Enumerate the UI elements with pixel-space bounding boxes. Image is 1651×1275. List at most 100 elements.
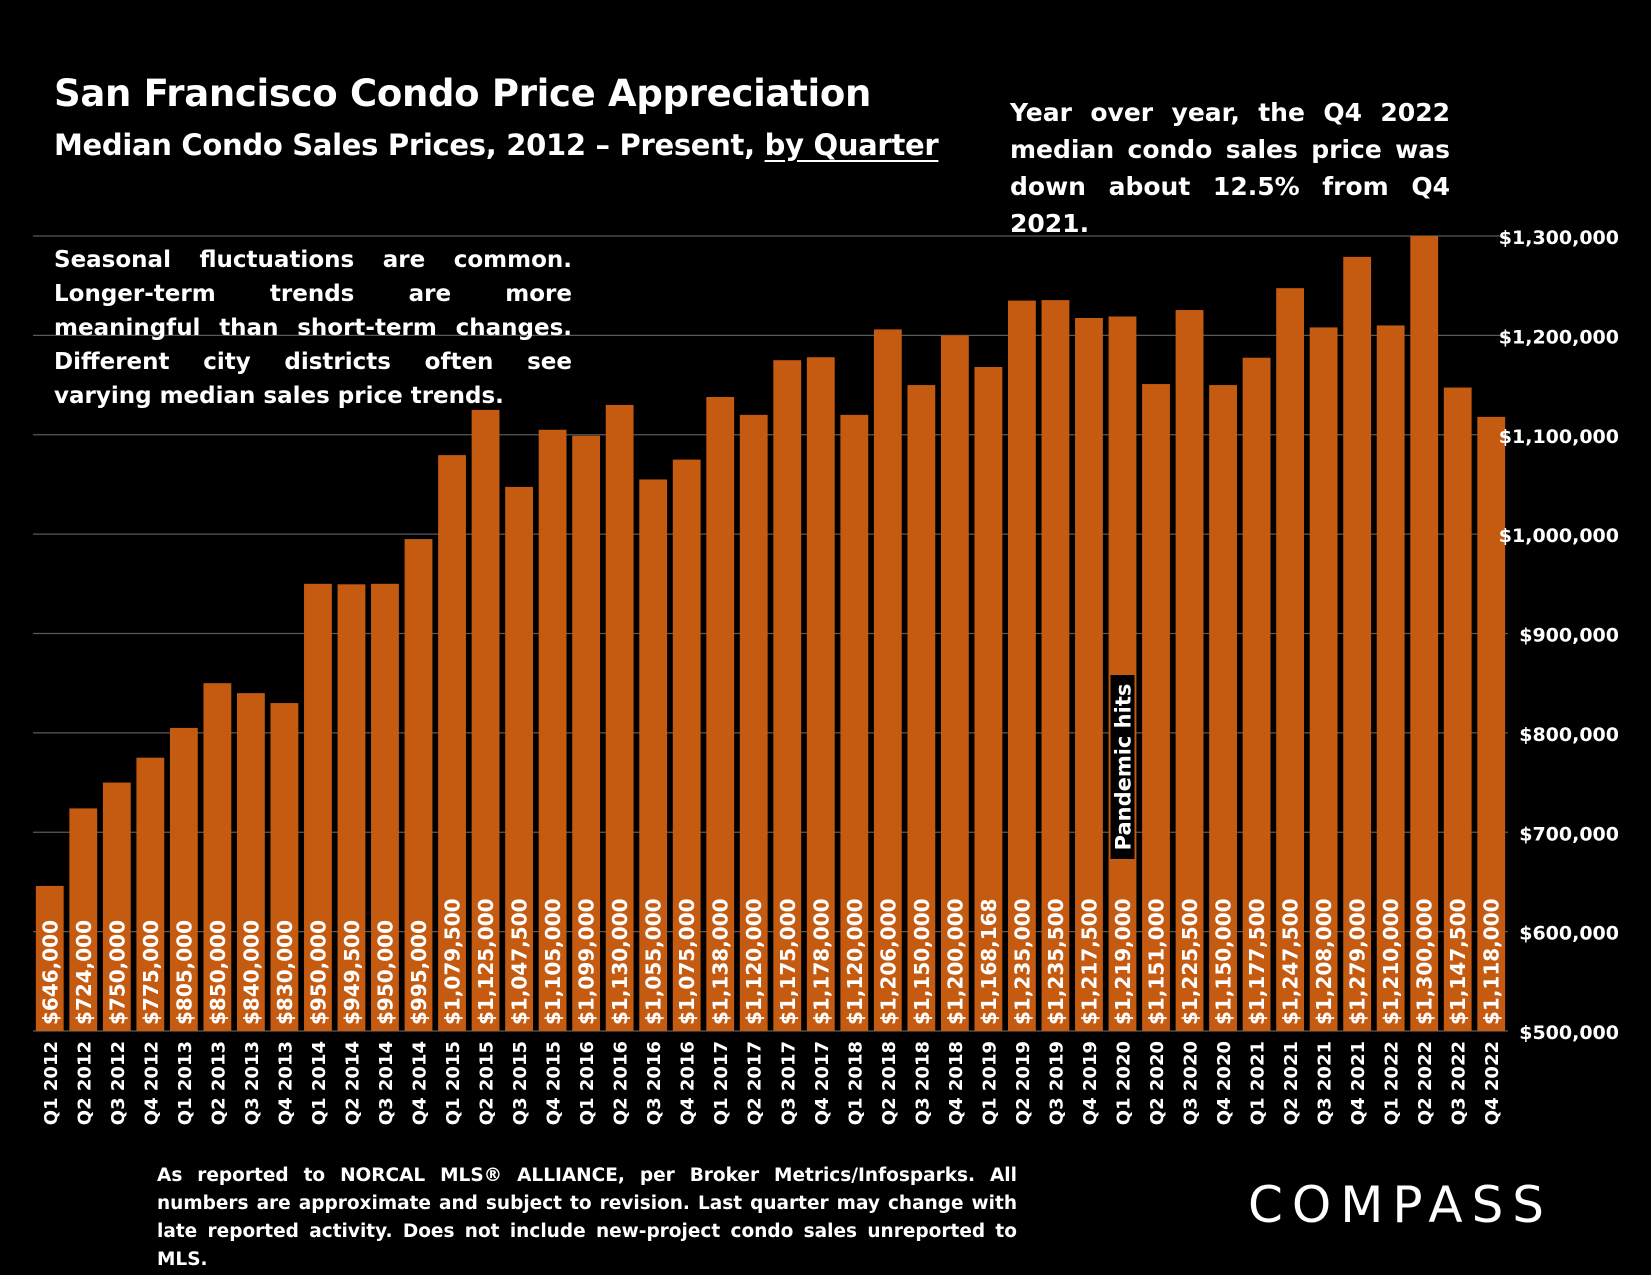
bar-value-label: $850,000 [206, 920, 230, 1025]
annotations: Pandemic hits [1110, 675, 1135, 859]
x-tick-label: Q3 2012 [108, 1041, 129, 1125]
bar [706, 396, 735, 1031]
bar [471, 409, 500, 1031]
bar [639, 479, 668, 1031]
y-tick-label: $1,200,000 [1499, 326, 1619, 348]
bar [1075, 317, 1103, 1031]
y-tick-label: $900,000 [1519, 625, 1619, 647]
x-tick-label: Q1 2014 [309, 1041, 330, 1125]
bar [337, 584, 366, 1031]
x-tick-label: Q4 2015 [544, 1041, 565, 1125]
bar-value-label: $1,147,500 [1446, 898, 1470, 1025]
y-tick-label: $1,100,000 [1499, 426, 1619, 448]
x-tick-label: Q3 2016 [644, 1041, 665, 1125]
bar-value-label: $775,000 [139, 920, 163, 1025]
bar [907, 385, 936, 1031]
bar [605, 404, 634, 1031]
bar-value-label: $1,138,000 [709, 898, 733, 1025]
compass-logo: COMPASS [1248, 1176, 1554, 1234]
x-tick-label: Q2 2020 [1147, 1041, 1168, 1125]
bar [35, 885, 64, 1031]
x-tick-label: Q3 2021 [1315, 1041, 1336, 1125]
bar-value-label: $1,118,000 [1480, 898, 1504, 1025]
bar-value-label: $1,150,000 [1212, 898, 1236, 1025]
x-tick-label: Q3 2013 [242, 1041, 263, 1125]
x-tick-label: Q1 2016 [577, 1041, 598, 1125]
bar-value-label: $1,120,000 [742, 898, 766, 1025]
bar-value-label: $1,099,000 [575, 898, 599, 1025]
bar [1443, 387, 1472, 1031]
subtitle-underlined: by Quarter [764, 128, 939, 162]
bar [1008, 300, 1036, 1031]
bar-value-label: $1,168,168 [977, 898, 1001, 1025]
bar-value-label: $1,120,000 [843, 898, 867, 1025]
bar-value-label: $1,206,000 [876, 898, 900, 1025]
x-tick-label: Q4 2018 [946, 1041, 967, 1125]
bar [873, 329, 902, 1032]
x-tick-label: Q2 2019 [1013, 1041, 1034, 1125]
chart-subtitle: Median Condo Sales Prices, 2012 – Presen… [54, 128, 939, 162]
x-tick-label: Q2 2017 [745, 1041, 766, 1125]
bar [102, 782, 131, 1031]
x-tick-label: Q3 2022 [1449, 1041, 1470, 1125]
seasonal-note: Seasonal fluctuations are common. Longer… [54, 247, 572, 409]
x-tick-label: Q4 2016 [678, 1041, 699, 1125]
bar-value-label: $1,217,500 [1077, 898, 1101, 1025]
x-tick-label: Q3 2017 [778, 1041, 799, 1125]
x-tick-label: Q2 2018 [879, 1041, 900, 1125]
x-tick-label: Q3 2019 [1046, 1041, 1067, 1125]
bar [572, 435, 601, 1031]
y-tick-label: $700,000 [1519, 823, 1619, 845]
bar [538, 429, 567, 1031]
bar-value-label: $1,175,000 [776, 898, 800, 1025]
bar-value-label: $1,150,000 [910, 898, 934, 1025]
bar [974, 367, 1003, 1031]
x-tick-label: Q4 2012 [141, 1041, 162, 1125]
x-tick-label: Q4 2014 [410, 1041, 431, 1125]
bar-value-label: $950,000 [373, 920, 397, 1025]
x-tick-label: Q2 2022 [1415, 1041, 1436, 1125]
bar [136, 757, 165, 1031]
bar-value-label: $646,000 [38, 920, 62, 1025]
bar [1376, 325, 1405, 1031]
bar [270, 703, 299, 1031]
bar-value-label: $1,235,500 [1044, 898, 1068, 1025]
bar-value-label: $1,200,000 [943, 898, 967, 1025]
bar-value-label: $1,047,500 [508, 898, 532, 1025]
bar [1041, 300, 1070, 1031]
x-tick-label: Q2 2016 [611, 1041, 632, 1125]
bar-value-label: $830,000 [273, 920, 297, 1025]
x-tick-label: Q1 2021 [1248, 1041, 1269, 1125]
bar [169, 727, 198, 1031]
x-tick-label: Q3 2014 [376, 1041, 397, 1125]
y-tick-label: $600,000 [1519, 923, 1619, 945]
bar [1242, 357, 1271, 1031]
bar [438, 455, 466, 1031]
bar-value-label: $1,225,500 [1178, 898, 1202, 1025]
x-axis: Q1 2012 Q2 2012 Q3 2012 Q4 2012 Q1 2013 Q2 20… [41, 1041, 1503, 1125]
bar [404, 539, 433, 1031]
bar [672, 459, 701, 1031]
x-tick-label: Q4 2017 [812, 1041, 833, 1125]
bar-value-label: $1,177,500 [1245, 898, 1269, 1025]
y-tick-label: $1,000,000 [1499, 525, 1619, 547]
bar-value-label: $1,279,000 [1346, 898, 1370, 1025]
bar [1309, 327, 1338, 1031]
bar-value-label: $1,219,000 [1111, 898, 1135, 1025]
x-tick-label: Q1 2020 [1113, 1041, 1134, 1125]
x-tick-label: Q2 2014 [342, 1041, 363, 1125]
bar [1477, 416, 1506, 1031]
x-tick-label: Q3 2015 [510, 1041, 531, 1125]
y-tick-label: $1,300,000 [1499, 227, 1619, 249]
bar [739, 414, 768, 1031]
x-tick-label: Q1 2012 [41, 1041, 62, 1125]
bar-value-label: $805,000 [172, 920, 196, 1025]
bar [505, 486, 533, 1031]
chart-title: San Francisco Condo Price Appreciation [54, 72, 872, 115]
bar [840, 414, 869, 1031]
bar-value-label: $1,125,000 [474, 898, 498, 1025]
x-tick-label: Q2 2012 [74, 1041, 95, 1125]
x-tick-label: Q4 2022 [1482, 1041, 1503, 1125]
bar [1209, 385, 1237, 1031]
yoy-note: Year over year, the Q4 2022 median condo… [1010, 98, 1450, 238]
